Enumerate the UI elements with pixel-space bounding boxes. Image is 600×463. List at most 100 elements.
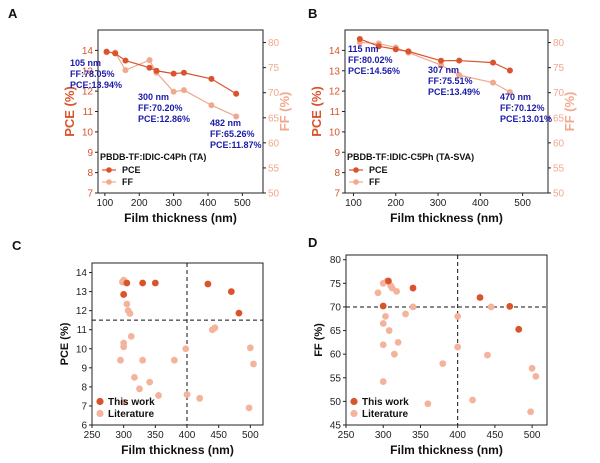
legend-marker	[106, 179, 112, 185]
legend-label: This work	[362, 397, 409, 408]
scatter-point-literature	[424, 400, 432, 408]
scatter-point-literature	[245, 404, 253, 412]
x-tick-label: 350	[412, 430, 429, 441]
y-tick-label: 13	[76, 287, 88, 298]
scatter-point-literature	[390, 350, 398, 358]
annotation-text: 300 nm	[138, 92, 169, 102]
y-tick-label: 11	[77, 325, 88, 336]
y-tick-label: 80	[330, 255, 342, 266]
y2-tick-label: 60	[553, 138, 565, 149]
y-axis-label: PCE (%)	[59, 322, 71, 365]
scatter-point-literature	[136, 385, 143, 393]
x-tick-label: 200	[131, 198, 148, 209]
scatter-point-literature	[469, 396, 476, 404]
x-tick-label: 500	[514, 198, 531, 209]
data-point-pce	[356, 35, 363, 42]
scatter-point-literature	[527, 408, 535, 416]
scatter-point-this-work	[123, 279, 131, 287]
y2-tick-label: 65	[553, 113, 565, 124]
data-point-ff	[122, 67, 129, 74]
y-tick-label: 8	[334, 168, 340, 179]
panel-letter: C	[12, 238, 22, 253]
x-tick-label: 400	[200, 198, 217, 209]
y2-tick-label: 70	[553, 88, 565, 99]
y-tick-label: 11	[330, 107, 341, 118]
scatter-point-literature	[393, 287, 401, 295]
scatter-point-literature	[211, 324, 219, 332]
y-tick-label: 11	[83, 107, 94, 118]
scatter-point-literature	[126, 310, 134, 317]
scatter-point-literature	[379, 378, 387, 385]
data-point-ff	[170, 88, 177, 95]
y-tick-label: 7	[81, 401, 87, 412]
scatter-point-this-work	[235, 309, 243, 317]
x-tick-label: 400	[472, 198, 489, 209]
y-tick-label: 70	[330, 302, 342, 313]
legend-marker	[353, 179, 359, 185]
y2-tick-label: 65	[268, 113, 280, 124]
scatter-point-this-work	[151, 279, 159, 287]
y-tick-label: 13	[82, 66, 94, 77]
panel-letter: A	[8, 6, 18, 21]
data-point-ff	[180, 87, 187, 94]
scatter-point-literature	[402, 310, 409, 318]
data-point-pce	[103, 48, 110, 55]
annotation-text: FF:70.12%	[500, 103, 545, 113]
scatter-point-literature	[139, 356, 147, 364]
scatter-point-literature	[120, 343, 128, 351]
y-tick-label: 9	[334, 148, 340, 159]
x-tick-label: 200	[387, 198, 404, 209]
y-tick-label: 13	[329, 66, 341, 77]
legend-marker	[350, 409, 358, 418]
panel-d: D 250 300 350 400 450 500 45 50 55 60 65 70 75 80 Film …	[308, 235, 548, 457]
scatter-point-literature	[131, 373, 138, 381]
scatter-point-this-work	[515, 325, 523, 333]
panel-b: B 100 200 300 400 500 7 8 9 10 11 12 13 14 50 55 60 65 70 7…	[308, 6, 577, 225]
annotation-text: FF:75.51%	[428, 76, 473, 86]
data-point-pce	[506, 67, 513, 74]
y-axis-label: FF (%)	[313, 323, 325, 357]
y2-tick-label: 60	[268, 138, 280, 149]
x-axis-label: Film thickness (nm)	[124, 211, 237, 225]
data-point-ff	[146, 57, 153, 64]
panel-letter: D	[308, 235, 317, 250]
scatter-point-literature	[532, 372, 540, 380]
data-point-pce	[456, 57, 463, 64]
data-point-ff	[490, 79, 497, 86]
y-tick-label: 10	[82, 127, 94, 138]
scatter-point-literature	[454, 343, 462, 351]
annotation-text: 307 nm	[428, 65, 459, 75]
y2-tick-label: 75	[268, 63, 280, 74]
y-tick-label: 6	[81, 421, 87, 432]
x-tick-label: 100	[345, 198, 362, 209]
scatter-point-this-work	[139, 279, 147, 287]
y-axis-label: PCE (%)	[309, 86, 324, 137]
y-tick-label: 60	[330, 350, 342, 361]
scatter-point-literature	[146, 378, 154, 386]
scatter-point-this-work	[506, 302, 514, 310]
x-tick-label: 400	[179, 430, 196, 441]
y-tick-label: 14	[82, 46, 94, 57]
panel-c: C 250 300 350 400 450 500 6 7 8 9 10 11 12 13 14 Film th…	[12, 238, 264, 457]
scatter-point-literature	[385, 327, 393, 334]
annotation-text: FF:80.02%	[348, 55, 393, 65]
data-point-pce	[375, 43, 382, 50]
y-tick-label: 7	[334, 189, 340, 200]
data-point-ff	[438, 62, 445, 69]
data-point-pce	[146, 64, 153, 71]
data-point-ff	[233, 113, 240, 120]
x-tick-label: 300	[165, 198, 182, 209]
annotation-text: PCE:13.94%	[70, 80, 122, 90]
y-tick-label: 10	[76, 344, 88, 355]
y-tick-label: 65	[330, 326, 342, 337]
y-tick-label: 9	[81, 363, 87, 374]
scatter-point-literature	[379, 320, 387, 327]
x-tick-label: 450	[487, 430, 504, 441]
x-tick-label: 100	[97, 198, 114, 209]
annotation-text: 470 nm	[500, 92, 531, 102]
legend-label: This work	[108, 397, 155, 408]
scatter-point-literature	[117, 356, 124, 364]
scatter-point-literature	[120, 398, 128, 406]
x-tick-label: 250	[84, 430, 101, 441]
